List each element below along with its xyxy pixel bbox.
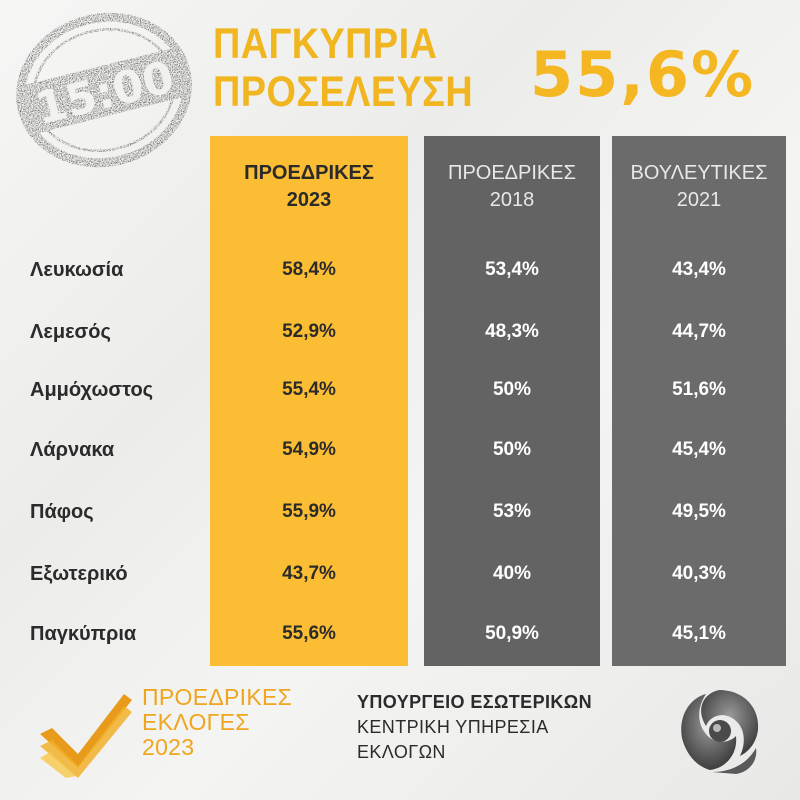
time-label: 15:00: [31, 52, 179, 135]
cell-value: 50,9%: [485, 623, 539, 644]
column-header-line-1: ΒΟΥΛΕΥΤΙΚΕΣ: [630, 162, 768, 184]
row-label-lefkosia: Λευκωσία: [30, 259, 124, 281]
cell-value: 50%: [492, 379, 532, 400]
ministry-line-1: ΥΠΟΥΡΓΕΙΟ ΕΣΩΤΕΡΙΚΩΝ: [357, 692, 593, 712]
cell-value: 45,4%: [672, 439, 726, 460]
ministry-line-3: ΕΚΛΟΓΩΝ: [357, 742, 446, 762]
cell-value: 53%: [492, 501, 532, 522]
cell-value: 55,9%: [282, 501, 336, 522]
column-header: ΒΟΥΛΕΥΤΙΚΕΣ 2021: [612, 160, 786, 214]
cell-value: 40,3%: [672, 563, 726, 584]
column-presidential-2018: ΠΡΟΕΔΡΙΚΕΣ 2018 53,4% 48,3% 50% 50% 53% …: [424, 136, 600, 666]
logo-line-1: ΠΡΟΕΔΡΙΚΕΣ: [142, 684, 293, 710]
cell-value: 55,6%: [282, 623, 336, 644]
ministry-emblem-icon: [681, 690, 759, 774]
cell-value: 53,4%: [485, 259, 539, 280]
cell-value: 43,4%: [672, 259, 726, 280]
column-header: ΠΡΟΕΔΡΙΚΕΣ 2023: [210, 160, 408, 214]
cell-value: 45,1%: [672, 623, 726, 644]
column-header-line-1: ΠΡΟΕΔΡΙΚΕΣ: [448, 162, 576, 184]
column-header-line-2: 2023: [286, 189, 332, 211]
logo-line-3: 2023: [142, 734, 195, 760]
overall-turnout: 55,6%: [530, 38, 756, 111]
checkmark-logo-icon: [40, 694, 132, 778]
cell-value: 54,9%: [282, 439, 336, 460]
logo-line-2: ΕΚΛΟΓΕΣ: [142, 709, 250, 735]
cell-value: 49,5%: [672, 501, 726, 522]
ministry-credit: ΥΠΟΥΡΓΕΙΟ ΕΣΩΤΕΡΙΚΩΝ ΚΕΝΤΡΙΚΗ ΥΠΗΡΕΣΙΑ Ε…: [357, 690, 592, 765]
row-label-pafos: Πάφος: [30, 501, 94, 523]
column-header-line-1: ΠΡΟΕΔΡΙΚΕΣ: [244, 162, 374, 184]
row-label-lemesos: Λεμεσός: [30, 321, 111, 343]
ministry-line-2: ΚΕΝΤΡΙΚΗ ΥΠΗΡΕΣΙΑ: [357, 717, 549, 737]
title-line-1: ΠΑΓΚΥΠΡΙΑ: [213, 20, 438, 68]
row-label-exoteriko: Εξωτερικό: [30, 563, 128, 585]
column-parliamentary-2021: ΒΟΥΛΕΥΤΙΚΕΣ 2021 43,4% 44,7% 51,6% 45,4%…: [612, 136, 786, 666]
column-presidential-2023: ΠΡΟΕΔΡΙΚΕΣ 2023 58,4% 52,9% 55,4% 54,9% …: [210, 136, 408, 666]
row-label-pagkypria: Παγκύπρια: [30, 623, 137, 645]
cell-value: 58,4%: [282, 259, 336, 280]
column-header-line-2: 2018: [489, 189, 535, 211]
cell-value: 51,6%: [672, 379, 726, 400]
cell-value: 40%: [492, 563, 532, 584]
row-label-larnaka: Λάρνακα: [30, 439, 115, 461]
cell-value: 52,9%: [282, 321, 336, 342]
cell-value: 44,7%: [672, 321, 726, 342]
column-header-line-2: 2021: [676, 189, 722, 211]
column-header: ΠΡΟΕΔΡΙΚΕΣ 2018: [424, 160, 600, 214]
cell-value: 50%: [492, 439, 532, 460]
time-stamp-icon: 15:00: [16, 12, 192, 168]
row-label-ammochostos: Αμμόχωστος: [30, 379, 154, 401]
elections-logo-text: ΠΡΟΕΔΡΙΚΕΣ ΕΚΛΟΓΕΣ 2023: [142, 685, 292, 760]
page-title: ΠΑΓΚΥΠΡΙΑ ΠΡΟΣΕΛΕΥΣΗ: [213, 20, 473, 116]
title-line-2: ΠΡΟΣΕΛΕΥΣΗ: [213, 68, 474, 116]
cell-value: 55,4%: [282, 379, 336, 400]
cell-value: 43,7%: [282, 563, 336, 584]
cell-value: 48,3%: [485, 321, 539, 342]
